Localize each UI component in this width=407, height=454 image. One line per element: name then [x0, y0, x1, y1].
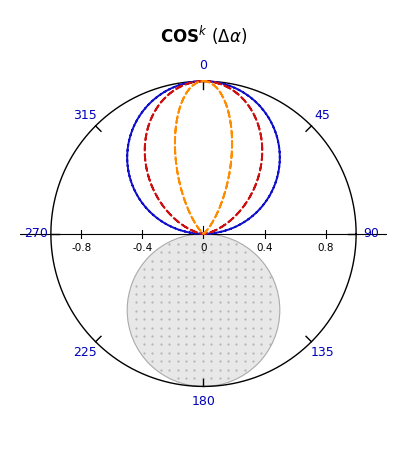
Text: 270: 270 — [24, 227, 48, 240]
Text: 0: 0 — [200, 243, 207, 253]
Text: $\mathbf{COS}^k$ $(\Delta\alpha)$: $\mathbf{COS}^k$ $(\Delta\alpha)$ — [160, 24, 247, 47]
Text: 315: 315 — [73, 109, 96, 122]
Text: 225: 225 — [73, 346, 96, 359]
Circle shape — [127, 234, 280, 386]
Text: -0.8: -0.8 — [71, 243, 92, 253]
Text: 180: 180 — [192, 395, 215, 408]
Text: 45: 45 — [314, 109, 330, 122]
Text: 0.8: 0.8 — [317, 243, 334, 253]
Text: 90: 90 — [363, 227, 379, 240]
Text: 135: 135 — [311, 346, 334, 359]
Text: 0.4: 0.4 — [256, 243, 273, 253]
Text: 0: 0 — [199, 59, 208, 73]
Text: -0.4: -0.4 — [132, 243, 153, 253]
